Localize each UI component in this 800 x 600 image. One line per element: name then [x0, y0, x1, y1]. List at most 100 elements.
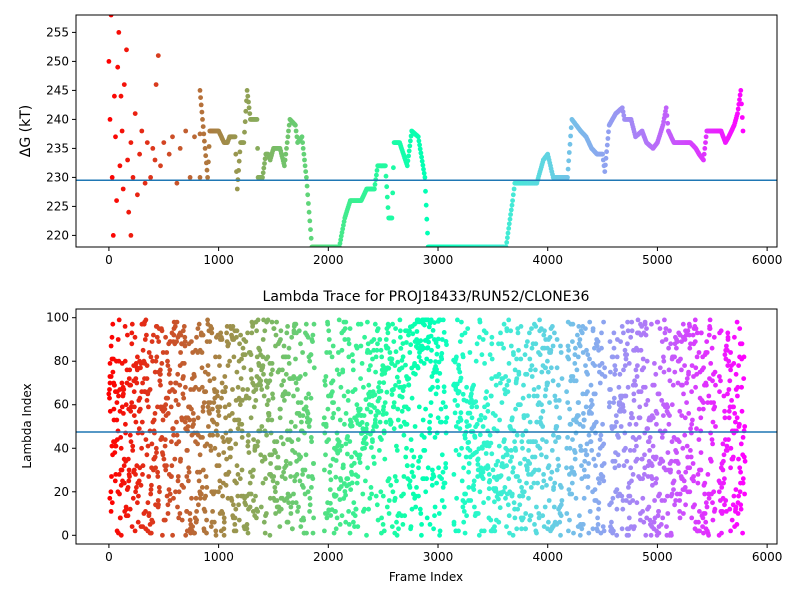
lambda-point	[283, 458, 289, 464]
lambda-point	[537, 352, 543, 358]
lambda-point	[624, 458, 630, 464]
lambda-point	[471, 382, 476, 388]
lambda-point	[225, 495, 231, 501]
delta-g-point	[202, 138, 207, 144]
lambda-point	[690, 461, 696, 466]
lambda-point	[690, 417, 695, 423]
lambda-point	[307, 509, 312, 514]
lambda-point	[145, 500, 151, 506]
lambda-point	[528, 367, 533, 373]
lambda-point	[466, 439, 472, 445]
lambda-point	[565, 400, 571, 405]
lambda-point	[675, 461, 681, 466]
lambda-point	[387, 350, 393, 355]
lambda-point	[205, 317, 211, 323]
lambda-point	[665, 404, 671, 410]
lambda-point	[218, 330, 224, 336]
lambda-point	[428, 400, 434, 405]
lambda-point	[251, 382, 257, 388]
delta-g-point	[153, 82, 159, 87]
lambda-point	[582, 458, 588, 464]
lambda-point	[258, 504, 264, 510]
lambda-point	[465, 326, 471, 331]
lambda-point	[669, 532, 674, 538]
lambda-point	[351, 460, 357, 466]
lambda-point	[357, 406, 363, 412]
lambda-point	[571, 530, 576, 536]
lambda-point	[540, 437, 545, 442]
lambda-point	[653, 480, 659, 486]
lambda-point	[124, 506, 129, 512]
lambda-point	[675, 339, 680, 344]
lambda-point	[230, 387, 235, 392]
lambda-point	[688, 448, 693, 453]
lambda-point	[204, 517, 210, 523]
lambda-point	[539, 369, 545, 375]
lambda-point	[282, 398, 287, 403]
lambda-point	[140, 472, 145, 477]
lambda-point	[661, 354, 666, 360]
lambda-point	[264, 432, 269, 438]
lambda-point	[710, 419, 716, 425]
lambda-point	[330, 343, 336, 349]
lambda-point	[165, 395, 171, 401]
lambda-point	[159, 435, 165, 440]
delta-g-point	[384, 184, 390, 190]
lambda-point	[416, 493, 421, 499]
lambda-point	[700, 515, 706, 521]
lambda-point	[374, 424, 379, 429]
lambda-point	[474, 421, 480, 427]
lambda-point	[443, 461, 449, 466]
lambda-point	[392, 363, 398, 368]
lambda-point	[225, 363, 231, 368]
lambda-point	[497, 417, 502, 423]
lambda-point	[492, 524, 497, 529]
lambda-point	[125, 456, 131, 462]
lambda-point	[244, 526, 250, 532]
lambda-point	[307, 417, 313, 423]
lambda-point	[391, 404, 397, 410]
delta-g-point	[126, 209, 132, 215]
lambda-point	[633, 382, 638, 388]
lambda-point	[112, 478, 118, 484]
lambda-point	[428, 413, 433, 418]
lambda-point	[485, 402, 491, 408]
lambda-point	[597, 480, 602, 486]
lambda-point	[722, 352, 728, 358]
lambda-point	[400, 388, 406, 394]
lambda-point	[712, 404, 718, 410]
lambda-point	[359, 361, 365, 366]
lambda-point	[592, 363, 598, 368]
lambda-point	[527, 330, 532, 336]
lambda-point	[496, 496, 501, 502]
lambda-point	[117, 515, 123, 521]
lambda-point	[710, 441, 715, 447]
lambda-point	[627, 421, 633, 427]
lambda-point	[401, 474, 407, 479]
lambda-point	[376, 395, 382, 401]
lambda-point	[368, 409, 374, 415]
lambda-point	[451, 472, 457, 477]
lambda-point	[629, 319, 635, 325]
lambda-point	[399, 394, 405, 400]
lambda-point	[681, 391, 686, 397]
lambda-point	[623, 445, 628, 451]
lambda-point	[194, 334, 199, 340]
lambda-point	[222, 374, 228, 379]
lambda-point	[121, 391, 126, 397]
delta-g-point	[150, 146, 156, 151]
lambda-point	[725, 391, 730, 397]
lambda-point	[128, 382, 134, 388]
lambda-point	[683, 469, 689, 475]
lambda-point	[162, 437, 168, 442]
lambda-point	[623, 393, 629, 399]
lambda-point	[394, 374, 400, 380]
lambda-point	[443, 419, 449, 425]
lambda-point	[734, 319, 740, 325]
lambda-point	[727, 506, 733, 512]
lambda-point	[577, 421, 583, 427]
lambda-point	[362, 334, 367, 340]
lambda-point	[570, 339, 575, 344]
lambda-point	[647, 435, 653, 440]
delta-g-point	[137, 151, 143, 157]
